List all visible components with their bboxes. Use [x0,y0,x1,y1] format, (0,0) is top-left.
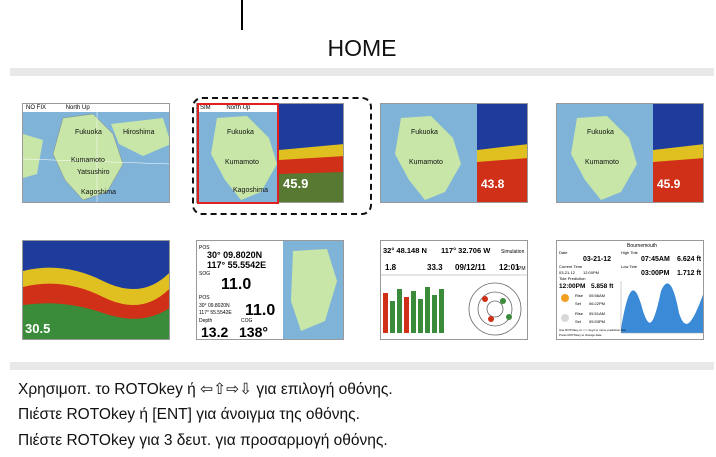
pos-label: POS [199,245,210,251]
tide-date-label: Date [559,250,568,255]
sog2-value: 11.0 [245,302,275,319]
tide-row-label: Rise [575,311,584,316]
selection-highlight [192,97,372,215]
gauge-v2: 33.3 [427,263,443,272]
home-tile-gauges[interactable]: 32° 48.148 N 117° 32.706 W Simulation 1.… [380,240,528,340]
home-tile-chart-fishfinder[interactable]: Fukuoka Kumamoto Kagoshima 45.9 SIM Nort… [196,103,344,203]
tide-cur-label: Current Time [559,264,583,269]
gauge-date: 09/12/11 [455,263,486,272]
lat2-value: 30° 09.8020N [199,303,230,309]
depth-label: Depth [199,318,213,324]
depth-readout: 30.5 [25,321,50,336]
cog-label: COG [241,318,253,324]
tide-location: Bournemouth [627,243,657,249]
tide-low-val: 1.712 ft [677,270,702,277]
tide-row-time: 05:56AM [589,293,605,298]
depth-value: 13.2 [201,324,228,340]
instruction-line-2: Πιέστε ROTOkey ή [ENT] για άνοιγμα της ο… [18,406,360,423]
lon-value: 117° 55.5542E [207,260,266,270]
sim-mode: Simulation [501,249,525,255]
lat-value: 30° 09.8020N [207,250,262,260]
fix-status: NO FIX [26,105,47,111]
place-label: Yatsushiro [77,169,110,176]
gauge-v1: 1.8 [385,263,397,272]
gauge-ampm: PM [518,266,526,272]
tide-row-time: 05:53PM [589,319,605,324]
orientation: North Up [226,105,251,111]
depth-readout: 45.9 [657,177,681,191]
gauge-lon: 117° 32.706 W [441,246,491,255]
tide-cur-time: 12:00PM [583,270,599,275]
place-label: Hiroshima [123,129,155,136]
page-title: HOME [327,35,397,61]
pos2-label: POS [199,295,210,301]
tide-low-time: 03:00PM [641,270,670,277]
instruction-line-3: Πιέστε ROTOkey για 3 δευτ. για προσαρμογ… [18,432,388,449]
sog-label: SOG [199,271,210,277]
tide-pred-time: 12:00PM [559,283,585,290]
tide-cur-date: 03-21-12 [559,270,576,275]
place-label: Fukuoka [75,129,102,136]
place-label: Kagoshima [233,187,268,194]
home-tile-chart-fishfinder-2[interactable]: Fukuoka Kumamoto 43.8 [380,103,528,203]
tide-pred-val: 5.858 ft [591,283,614,290]
cog-value: 138° [239,324,268,340]
home-tile-chart-fishfinder-3[interactable]: Fukuoka Kumamoto 45.9 [556,103,704,203]
depth-readout: 43.8 [481,177,505,191]
depth-readout: 45.9 [283,176,308,191]
tide-high-val: 6.624 ft [677,256,702,263]
tide-high-time: 07:45AM [641,256,670,263]
place-label: Fukuoka [587,129,614,136]
tide-note1: Use ROTOkey or ⇦⇨ keys to move predictio… [559,328,627,332]
tide-row-time: 05:51AM [589,311,605,316]
selected-pane-outline [197,103,279,204]
gauge-lat: 32° 48.148 N [383,246,427,255]
place-label: Kumamoto [225,159,259,166]
sog-value: 11.0 [221,276,251,293]
orientation: North Up [65,105,90,111]
place-label: Kumamoto [585,159,619,166]
instruction-line-1: Χρησιμοπ. το ROTOkey ή ⇦⇧⇨⇩ για επιλογή … [18,381,393,398]
tide-row-time: 06:22PM [589,301,605,306]
gauge-time: 12:01 [499,263,520,272]
home-tile-navdata[interactable]: POS 30° 09.8020N 117° 55.5542E SOG 11.0 … [196,240,344,340]
home-tile-chart[interactable]: Fukuoka Kumamoto Yatsushiro Kagoshima Hi… [22,103,170,203]
place-label: Kagoshima [81,189,116,196]
lon2-value: 117° 55.5542E [199,310,232,316]
home-tile-fishfinder[interactable]: 30.5 [22,240,170,340]
tide-pred-label: Tide Prediction [559,276,586,281]
status-bar: NO FIX North Up [23,104,169,112]
home-tile-tide[interactable]: Bournemouth Date 03-21-12 High Tide 07:4… [556,240,704,340]
tide-high-label: High Tide [621,250,639,255]
tide-row-label: Rise [575,293,584,298]
divider-top [10,68,714,76]
place-label: Fukuoka [227,129,254,136]
tide-date: 03-21-12 [583,256,611,263]
tide-note2: Press ROTOkey to change date. [559,333,602,337]
place-label: Kumamoto [409,159,443,166]
tide-row-label: Set [575,319,582,324]
tide-low-label: Low Tide [621,264,638,269]
place-label: Kumamoto [71,157,105,164]
fix-status: SIM [200,105,211,111]
tide-row-label: Set [575,301,582,306]
place-label: Fukuoka [411,129,438,136]
status-bar: SIM North Up [197,104,277,112]
divider-bottom [10,362,714,370]
